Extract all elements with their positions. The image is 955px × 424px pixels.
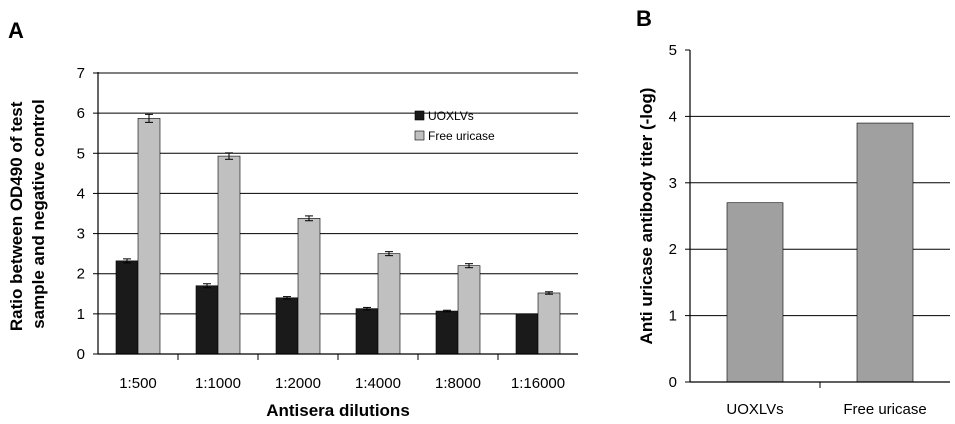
- panel-b-x-tick-label: Free uricase: [843, 401, 926, 418]
- panel-a-bar: [377, 253, 401, 355]
- panel-b-bars: [726, 122, 914, 383]
- panel-a-legend: UOXLVs Free uricase: [414, 109, 495, 143]
- panel-a-y-axis-title: Ratio between OD490 of test sample and n…: [7, 97, 48, 331]
- panel-a-legend-swatch: [414, 110, 425, 121]
- panel-a-y-tick-labels: 0 1 2 3 4 5 6 7: [77, 65, 85, 363]
- panel-b-y-tick-label: 0: [669, 374, 677, 391]
- panel-b-y-tick-label: 3: [669, 175, 677, 192]
- panel-b: B 0 1 2 3 4 5 UOXLVs Free uricase Anti uricase…: [636, 6, 950, 418]
- panel-a-y-tick-label: 5: [77, 145, 85, 162]
- panel-a-legend-label: UOXLVs: [428, 109, 474, 123]
- panel-a: A 0 1 2 3 4 5 6 7 1:500 1:1000 1:2000 1:4000 1:8000…: [7, 18, 578, 420]
- panel-b-x-tick-labels: UOXLVs Free uricase: [726, 401, 926, 418]
- panel-a-gridlines: [98, 72, 578, 315]
- panel-a-y-tick-label: 1: [77, 306, 85, 323]
- panel-b-y-tick-label: 1: [669, 308, 677, 325]
- panel-a-y-tick-label: 3: [77, 226, 85, 243]
- panel-b-letter: B: [636, 6, 652, 31]
- panel-a-y-axis-title-line-2: sample and negative control: [29, 99, 48, 329]
- panel-a-bar: [515, 313, 539, 355]
- panel-a-y-tick-label: 0: [77, 346, 85, 363]
- panel-b-y-axis-title: Anti uricase antibody titer (-log): [637, 88, 656, 345]
- panel-a-bar: [217, 155, 241, 355]
- panel-a-y-axis-title-line-1: Ratio between OD490 of test: [7, 101, 26, 331]
- panel-a-bar: [457, 265, 481, 355]
- panel-a-bar: [137, 118, 161, 355]
- panel-a-x-tick-label: 1:4000: [355, 375, 401, 392]
- panel-b-y-tick-label: 5: [669, 42, 677, 59]
- panel-b-y-tick-label: 2: [669, 241, 677, 258]
- panel-a-bar: [435, 310, 459, 355]
- panel-a-bars: [115, 113, 561, 355]
- panel-a-letter: A: [8, 18, 24, 43]
- panel-b-y-tick-label: 4: [669, 108, 677, 125]
- panel-a-bar: [275, 297, 299, 355]
- panel-b-y-tick-labels: 0 1 2 3 4 5: [669, 42, 677, 391]
- panel-a-x-tick-label: 1:500: [119, 375, 157, 392]
- panel-a-bar: [537, 292, 561, 355]
- panel-a-x-tick-label: 1:8000: [435, 375, 481, 392]
- panel-a-x-tick-label: 1:2000: [275, 375, 321, 392]
- panel-a-x-tick-label: 1:16000: [511, 375, 565, 392]
- panel-a-y-tick-label: 4: [77, 185, 85, 202]
- panel-a-bar: [297, 218, 321, 355]
- panel-a-y-tick-label: 6: [77, 105, 85, 122]
- panel-a-bar: [115, 260, 139, 355]
- panel-a-bar: [355, 308, 379, 355]
- panel-a-bar: [195, 285, 219, 355]
- panel-b-axes: [685, 49, 950, 388]
- panel-a-legend-label: Free uricase: [428, 129, 495, 143]
- panel-b-bar: [726, 202, 784, 383]
- panel-b-bar: [856, 122, 914, 383]
- panel-a-y-tick-label: 2: [77, 266, 85, 283]
- panel-b-x-tick-label: UOXLVs: [726, 401, 783, 418]
- panel-a-y-tick-label: 7: [77, 65, 85, 82]
- panel-a-x-tick-label: 1:1000: [195, 375, 241, 392]
- panel-a-x-axis-title: Antisera dilutions: [266, 401, 410, 420]
- panel-a-axes: [93, 72, 578, 360]
- panel-a-x-tick-labels: 1:500 1:1000 1:2000 1:4000 1:8000 1:16000: [119, 375, 565, 392]
- panel-a-legend-swatch: [414, 130, 425, 141]
